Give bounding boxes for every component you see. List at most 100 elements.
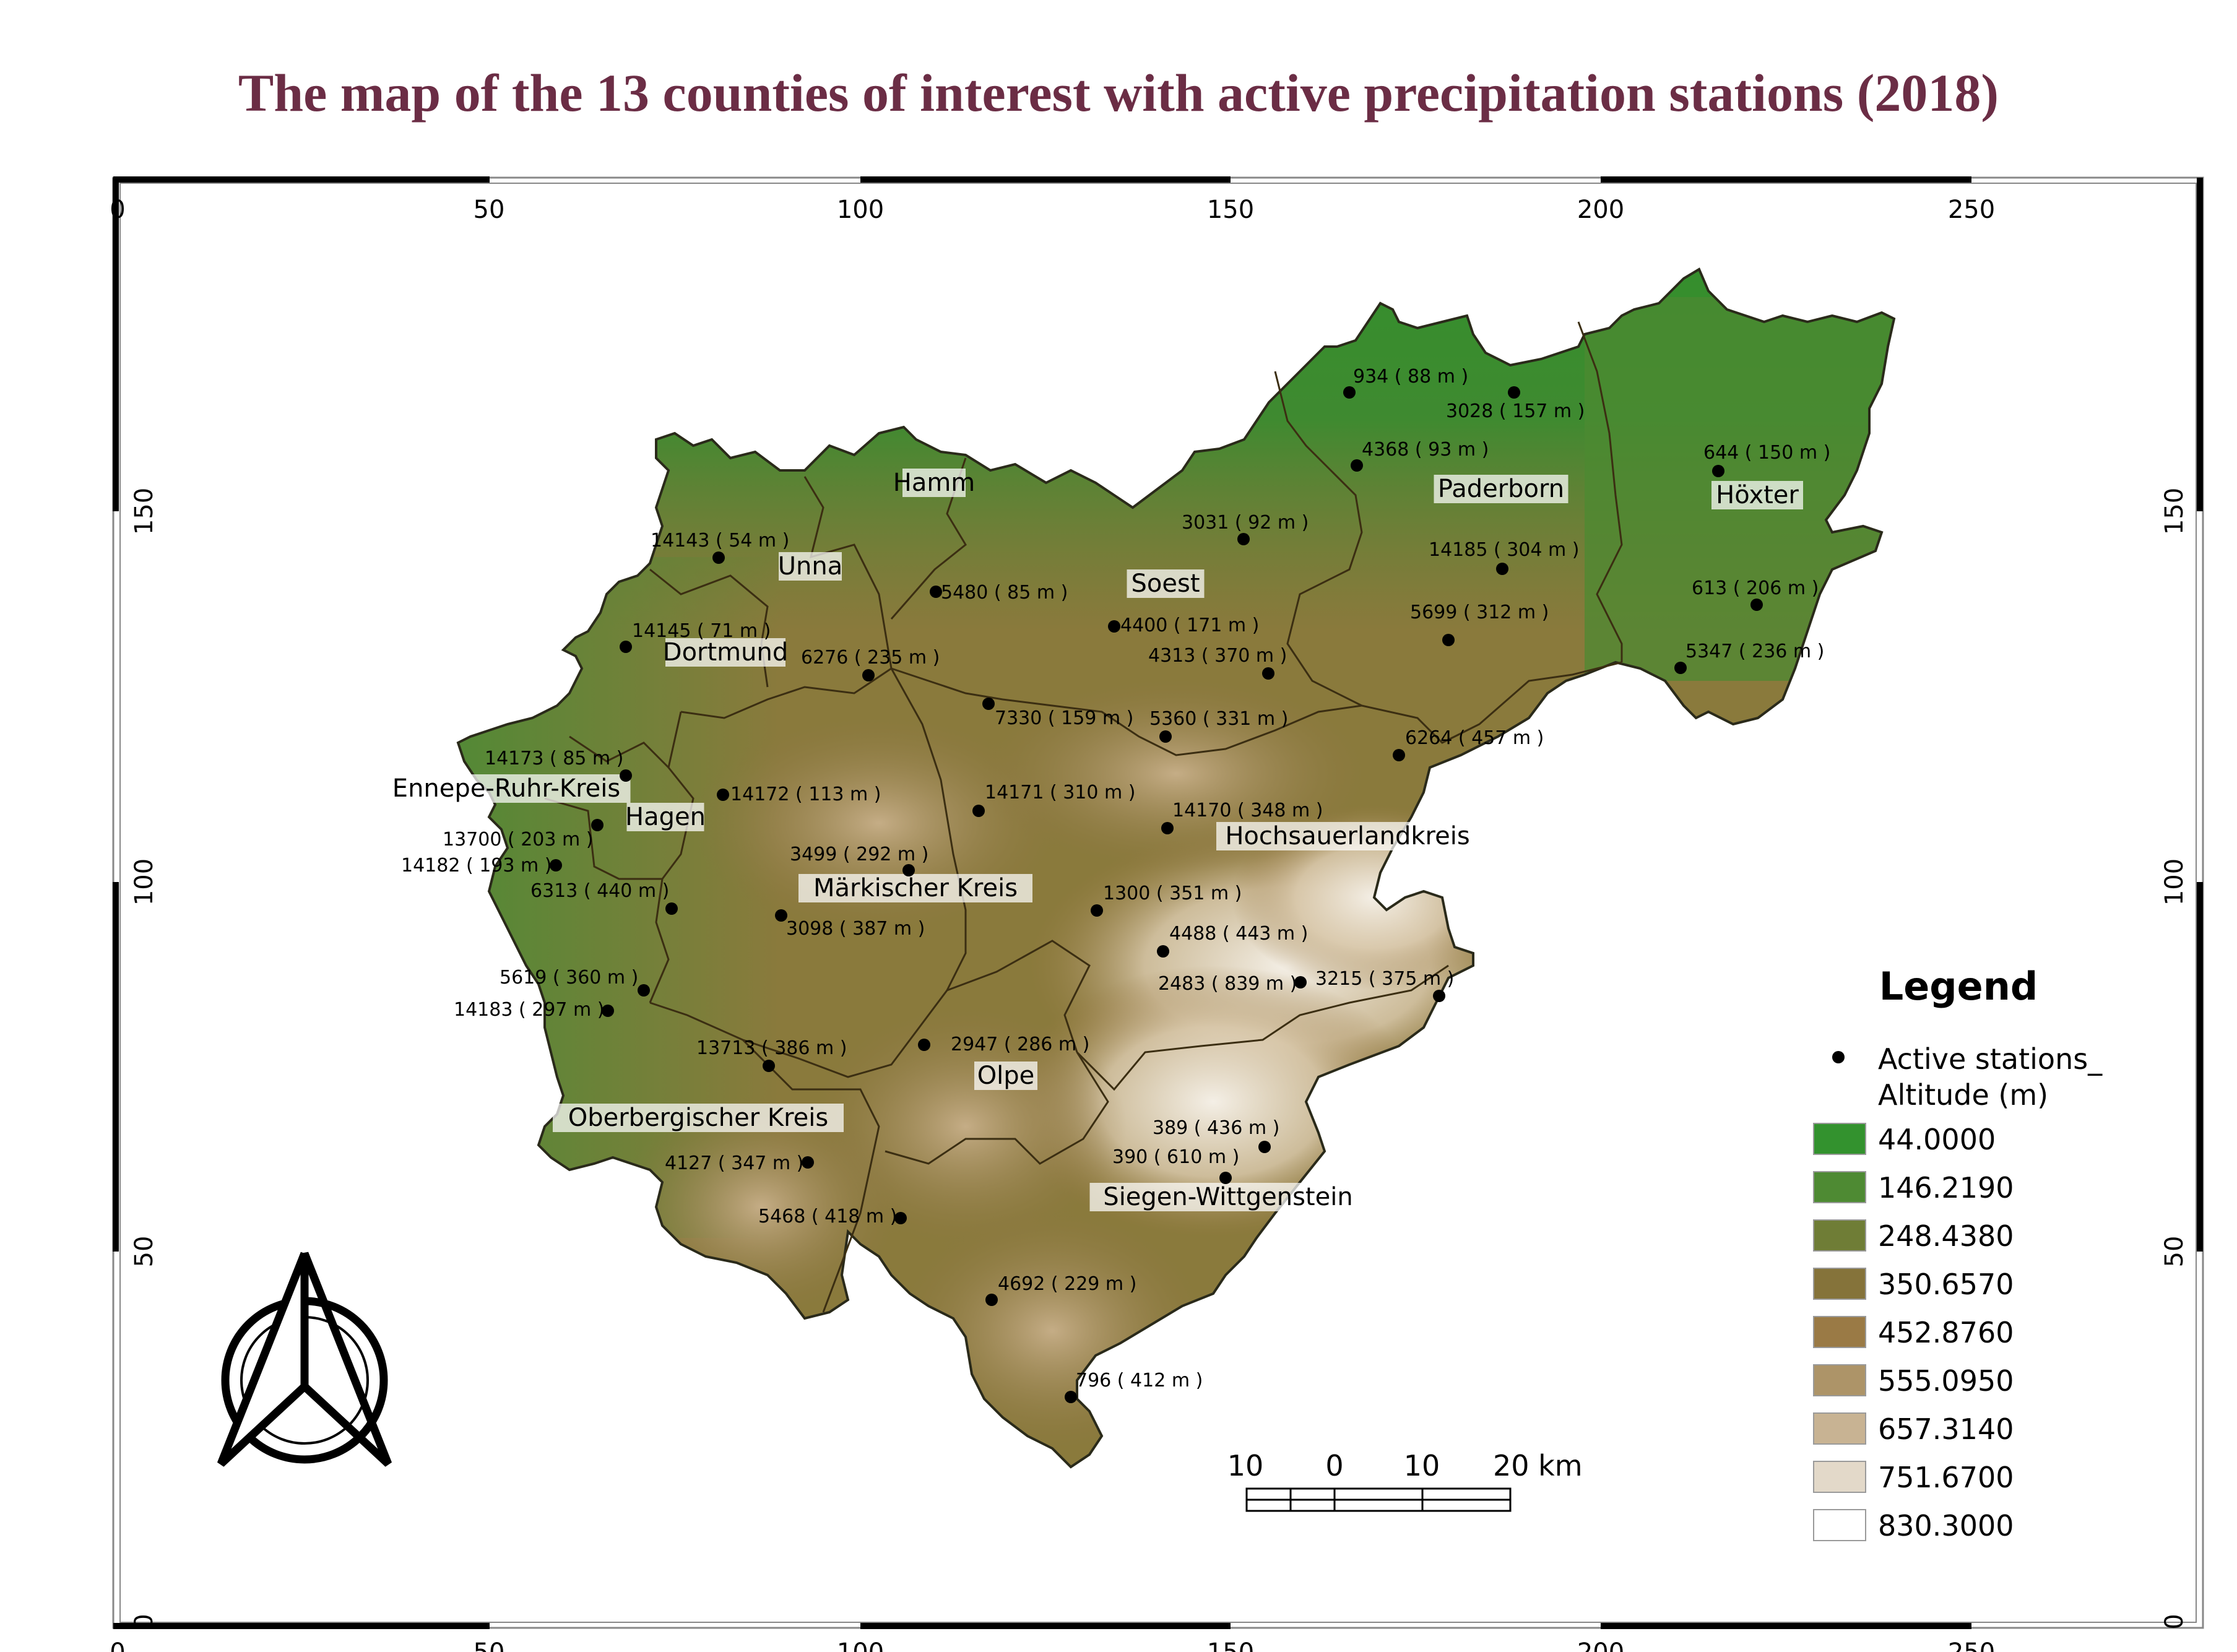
station-dot xyxy=(894,1212,907,1224)
station-dot xyxy=(802,1156,814,1169)
station-dot xyxy=(1262,667,1274,680)
station-dot xyxy=(712,551,725,564)
station-label: 5699 ( 312 m ) xyxy=(1410,602,1549,623)
station-dot xyxy=(620,769,632,782)
y-tick-left-100: 100 xyxy=(130,858,158,906)
station-dot xyxy=(902,864,915,876)
y-axis-left: 150 100 50 0 xyxy=(130,488,158,1630)
svg-text:Ennepe-Ruhr-Kreis: Ennepe-Ruhr-Kreis xyxy=(392,774,620,803)
station-dot xyxy=(1433,990,1445,1002)
y-tick-left-150: 150 xyxy=(130,488,158,535)
station-label: 4368 ( 93 m ) xyxy=(1362,439,1489,461)
station-label: 14185 ( 304 m ) xyxy=(1429,539,1579,561)
scale-label-10-left: 10 xyxy=(1227,1449,1264,1482)
legend-swatch xyxy=(1813,1412,1866,1445)
station-dot xyxy=(1237,533,1250,545)
x-tick-top-50: 50 xyxy=(474,196,505,224)
frame-segments xyxy=(113,176,2203,1629)
station-dot xyxy=(1508,386,1520,399)
station-label: 4488 ( 443 m ) xyxy=(1169,923,1308,945)
county-label-dortmund: Dortmund xyxy=(663,638,788,667)
y-tick-left-50: 50 xyxy=(130,1236,158,1268)
station-label: 934 ( 88 m ) xyxy=(1353,366,1468,387)
x-tick-bottom-200: 200 xyxy=(1577,1638,1624,1652)
station-dot xyxy=(1343,386,1356,399)
svg-text:Hochsauerlandkreis: Hochsauerlandkreis xyxy=(1225,822,1469,850)
station-dot xyxy=(862,669,875,681)
county-boundaries xyxy=(544,321,1623,1313)
station-label: 3031 ( 92 m ) xyxy=(1182,512,1309,534)
station-label: 3215 ( 375 m ) xyxy=(1315,968,1454,990)
station-label: 2947 ( 286 m ) xyxy=(951,1034,1089,1055)
x-tick-bottom-0: 0 xyxy=(110,1638,125,1652)
station-label: 14171 ( 310 m ) xyxy=(985,782,1135,803)
legend-swatch xyxy=(1813,1364,1866,1396)
station-dot xyxy=(665,902,678,915)
station-dot xyxy=(1294,976,1307,988)
station-dot xyxy=(550,859,562,871)
station-dot xyxy=(1065,1391,1077,1403)
legend: Legend Active stations_ Altitude (m) 44.… xyxy=(1813,964,2103,1542)
station-label: 14172 ( 113 m ) xyxy=(730,784,881,805)
x-tick-top-200: 200 xyxy=(1577,196,1624,224)
svg-text:Höxter: Höxter xyxy=(1716,481,1799,509)
county-label-hagen: Hagen xyxy=(625,803,706,831)
terrain-region[interactable] xyxy=(433,248,1919,1469)
x-tick-bottom-250: 250 xyxy=(1948,1638,1995,1652)
station-dot xyxy=(985,1294,998,1306)
y-tick-right-50: 50 xyxy=(2160,1236,2189,1268)
legend-swatch xyxy=(1813,1316,1866,1348)
station-label: 4313 ( 370 m ) xyxy=(1148,645,1287,667)
legend-class-label: 248.4380 xyxy=(1878,1219,2014,1253)
station-label: 4400 ( 171 m ) xyxy=(1120,615,1259,636)
legend-swatch xyxy=(1813,1123,1866,1155)
station-dot xyxy=(763,1060,775,1072)
county-label-unna: Unna xyxy=(778,552,842,581)
station-dot xyxy=(1108,620,1120,633)
station-label: 644 ( 150 m ) xyxy=(1703,442,1830,464)
station-dot xyxy=(930,586,942,598)
station-label: 14145 ( 71 m ) xyxy=(632,620,771,642)
legend-station-symbol xyxy=(1832,1051,1845,1063)
station-label: 14170 ( 348 m ) xyxy=(1172,800,1323,821)
legend-class-label: 830.3000 xyxy=(1878,1509,2014,1542)
station-label: 796 ( 412 m ) xyxy=(1076,1370,1203,1391)
y-tick-right-100: 100 xyxy=(2160,858,2189,906)
station-dot xyxy=(638,984,650,997)
x-axis-top: 0 50 100 150 200 250 xyxy=(110,196,1995,224)
station-dot xyxy=(1258,1141,1271,1153)
county-label-soest: Soest xyxy=(1127,569,1205,598)
station-label: 13713 ( 386 m ) xyxy=(696,1037,847,1059)
county-label-ennepe-ruhr-kreis: Ennepe-Ruhr-Kreis xyxy=(382,774,631,803)
x-tick-bottom-150: 150 xyxy=(1207,1638,1254,1652)
station-label: 14173 ( 85 m ) xyxy=(485,748,623,769)
legend-stations-label-1: Active stations_ xyxy=(1878,1042,2103,1076)
county-label-siegen-wittgenstein: Siegen-Wittgenstein xyxy=(1089,1183,1367,1211)
station-label: 5468 ( 418 m ) xyxy=(758,1206,897,1227)
county-label-hamm: Hamm xyxy=(893,469,975,497)
station-label: 613 ( 206 m ) xyxy=(1692,577,1819,599)
legend-class-label: 657.3140 xyxy=(1878,1412,2014,1446)
station-label: 5347 ( 236 m ) xyxy=(1685,641,1824,662)
station-dot xyxy=(1161,822,1174,834)
station-dot xyxy=(1219,1172,1232,1184)
legend-class-label: 350.6570 xyxy=(1878,1268,2014,1301)
elevation-shading xyxy=(458,269,1894,1455)
station-label: 3028 ( 157 m ) xyxy=(1446,400,1585,422)
svg-text:Oberbergischer Kreis: Oberbergischer Kreis xyxy=(568,1104,829,1132)
station-label: 5619 ( 360 m ) xyxy=(500,967,638,988)
y-tick-right-0: 0 xyxy=(2160,1614,2189,1629)
station-label: 6276 ( 235 m ) xyxy=(801,647,940,668)
station-dot xyxy=(1750,599,1763,611)
station-label: 14183 ( 297 m ) xyxy=(454,999,604,1021)
x-tick-bottom-100: 100 xyxy=(837,1638,884,1652)
station-label: 5480 ( 85 m ) xyxy=(941,582,1068,603)
station-label: 14143 ( 54 m ) xyxy=(651,530,789,551)
y-axis-right: 150 100 50 0 xyxy=(2160,488,2189,1630)
svg-text:Hagen: Hagen xyxy=(625,803,706,831)
county-label-olpe: Olpe xyxy=(974,1062,1037,1090)
x-tick-bottom-50: 50 xyxy=(474,1638,505,1652)
legend-swatch xyxy=(1813,1219,1866,1252)
svg-text:Soest: Soest xyxy=(1131,569,1200,598)
